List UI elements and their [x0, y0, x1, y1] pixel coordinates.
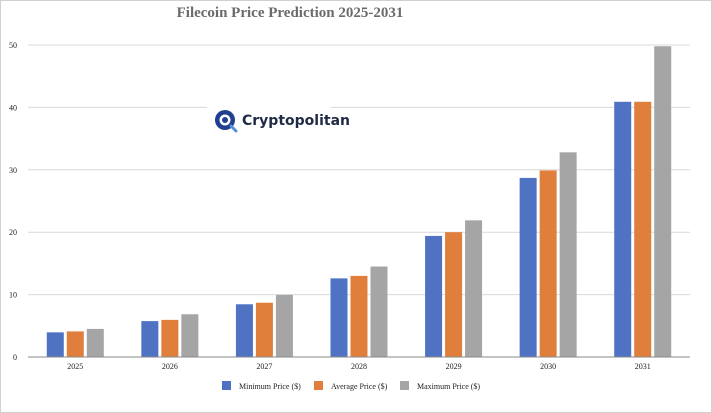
y-tick-label: 30: [9, 166, 17, 175]
bar-2030-series-1: [519, 177, 537, 357]
bar-2028-series-3: [370, 266, 388, 357]
bar-2027-series-1: [235, 304, 253, 357]
bar-2027-series-2: [255, 302, 273, 357]
x-axis-ticks: 2025 2026 2027 2028 2029 2030 2031: [67, 362, 650, 371]
x-tick-label: 2029: [446, 362, 462, 371]
bar-2031-series-3: [654, 46, 672, 358]
bar-2029-series-3: [465, 220, 483, 357]
legend-swatch: [400, 381, 409, 390]
bar-2026-series-2: [161, 319, 179, 357]
bar-2025-series-1: [46, 332, 64, 357]
x-tick-label: 2026: [162, 362, 178, 371]
bar-2031-series-1: [614, 101, 632, 357]
bar-2025-series-3: [86, 328, 104, 357]
bar-2026-series-3: [181, 314, 199, 357]
bar-2030-series-3: [559, 152, 577, 357]
legend-swatch: [314, 381, 323, 390]
x-tick-label: 2028: [351, 362, 367, 371]
y-tick-label: 40: [9, 103, 17, 112]
bar-2030-series-2: [539, 170, 557, 357]
y-tick-label: 20: [9, 228, 17, 237]
bar-2028-series-2: [350, 275, 368, 357]
legend-label: Minimum Price ($): [239, 382, 301, 391]
x-tick-label: 2031: [635, 362, 651, 371]
bars: [46, 46, 672, 358]
y-tick-label: 10: [9, 291, 17, 300]
bar-2031-series-2: [634, 101, 652, 357]
bar-2027-series-3: [275, 294, 293, 357]
chart-title: Filecoin Price Prediction 2025-2031: [177, 5, 404, 21]
legend-label: Average Price ($): [331, 382, 388, 391]
legend-swatch: [222, 381, 231, 390]
x-tick-label: 2025: [67, 362, 83, 371]
cryptopolitan-watermark: Cryptopolitan: [207, 102, 350, 136]
y-axis-ticks: 0 10 20 30 40 50: [9, 41, 17, 362]
legend-label: Maximum Price ($): [417, 382, 480, 391]
legend: Minimum Price ($) Average Price ($) Maximu…: [222, 381, 480, 391]
bar-2029-series-2: [445, 232, 463, 357]
y-tick-label: 50: [9, 41, 17, 50]
gridlines: [28, 44, 690, 296]
bar-2029-series-1: [425, 235, 443, 357]
bar-2026-series-1: [141, 321, 159, 357]
cryptopolitan-logo-icon: [215, 110, 238, 133]
x-tick-label: 2030: [540, 362, 556, 371]
bar-2025-series-2: [66, 331, 84, 357]
bar-2028-series-1: [330, 278, 348, 357]
watermark-text: Cryptopolitan: [242, 113, 350, 129]
x-tick-label: 2027: [256, 362, 272, 371]
y-tick-label: 0: [13, 353, 17, 362]
